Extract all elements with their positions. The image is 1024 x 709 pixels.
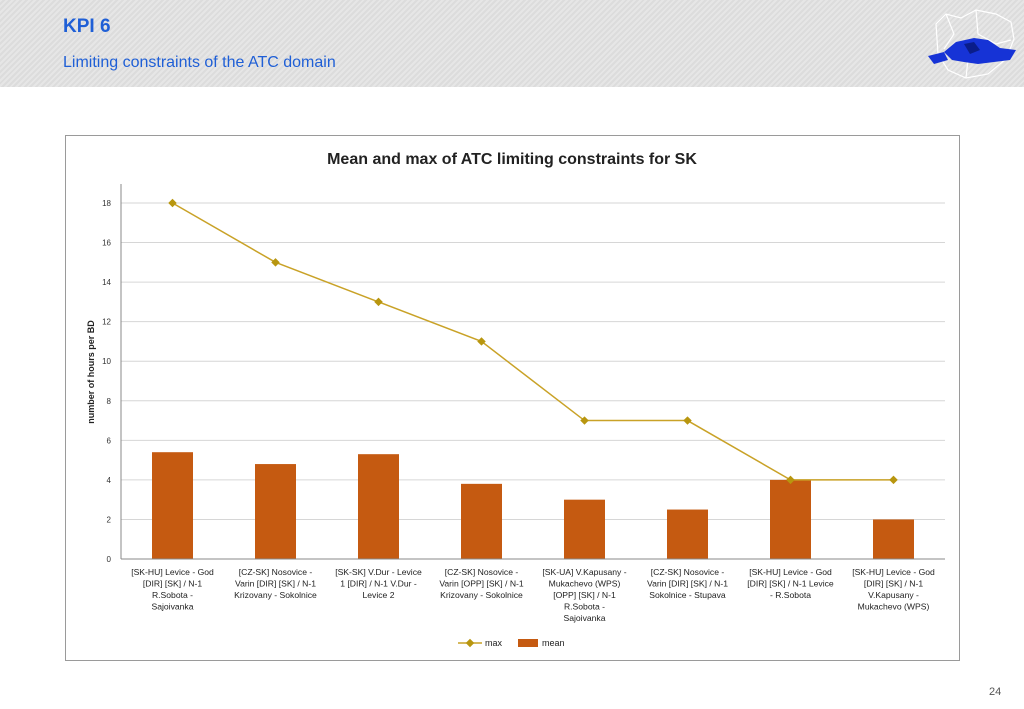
- max-point: [271, 258, 280, 267]
- chart-frame: Mean and max of ATC limiting constraints…: [65, 135, 960, 661]
- max-point: [168, 198, 177, 208]
- legend-max-marker: [465, 638, 475, 648]
- x-tick-label-line: Varin [DIR] [SK] / N-1: [647, 579, 728, 589]
- x-tick-label: [SK-SK] V.Dur - Levice 1 [DIR] / N-1 V.Du…: [335, 567, 422, 600]
- x-tick-label-line: [DIR] [SK] / N-1: [864, 579, 923, 589]
- page-title: KPI 6: [63, 16, 111, 37]
- x-tick-label-line: [OPP] [SK] / N-1: [553, 590, 616, 600]
- y-tick-label: 10: [102, 357, 111, 366]
- x-tick-label: [SK-UA] V.Kapusany - Mukachevo (WPS) [OPP]…: [542, 567, 626, 623]
- x-tick-label-line: 1 [DIR] / N-1 V.Dur -: [340, 579, 417, 589]
- x-tick-label-line: Sajoivanka: [563, 613, 605, 623]
- legend-mean-swatch: [518, 639, 538, 647]
- y-tick-label: 2: [107, 515, 112, 524]
- x-tick-label-line: [DIR] [SK] / N-1 Levice: [747, 579, 834, 589]
- x-tick-label-line: [SK-HU] Levice - God: [749, 567, 832, 577]
- slide-header: KPI 6 Limiting constraints of the ATC do…: [0, 0, 1024, 87]
- x-tick-label-line: Varin [OPP] [SK] / N-1: [439, 579, 524, 589]
- x-tick-label-line: R.Sobota -: [152, 590, 193, 600]
- max-point: [786, 475, 795, 485]
- x-tick-label: [CZ-SK] Nosovice - Varin [DIR] [SK] / N-1…: [647, 567, 728, 600]
- x-tick-label: [SK-HU] Levice - God [DIR] [SK] / N-1 R.So…: [131, 567, 214, 612]
- max-point: [580, 416, 589, 425]
- x-tick-label-line: R.Sobota -: [564, 602, 605, 612]
- x-tick-label-line: Mukachevo (WPS): [549, 579, 621, 589]
- x-tick-label-line: [SK-SK] V.Dur - Levice: [335, 567, 422, 577]
- x-tick-label: [SK-HU] Levice - God [DIR] [SK] / N-1 V.Ka…: [852, 567, 935, 612]
- x-tick-label-line: V.Kapusany -: [868, 590, 919, 600]
- mean-bar: [564, 499, 605, 559]
- x-tick-label-line: Sajoivanka: [151, 602, 193, 612]
- x-tick-label-line: [CZ-SK] Nosovice -: [239, 567, 313, 577]
- y-tick-label: 0: [107, 555, 112, 564]
- x-tick-label-line: Krizovany - Sokolnice: [440, 590, 523, 600]
- max-point: [683, 416, 692, 425]
- x-tick-label-line: Varin [DIR] [SK] / N-1: [235, 579, 316, 589]
- mean-bar: [358, 454, 399, 559]
- x-tick-label-line: [DIR] [SK] / N-1: [143, 579, 202, 589]
- europe-map-logo: [928, 9, 1016, 79]
- y-tick-label: 12: [102, 318, 111, 327]
- mean-bar: [461, 483, 502, 559]
- x-tick-label-line: [CZ-SK] Nosovice -: [445, 567, 519, 577]
- x-tick-label-line: [CZ-SK] Nosovice -: [651, 567, 725, 577]
- legend-mean-label: mean: [542, 638, 565, 648]
- mean-bar: [667, 509, 708, 559]
- y-tick-label: 8: [107, 397, 112, 406]
- max-point: [374, 297, 383, 307]
- x-tick-label-line: Levice 2: [362, 590, 394, 600]
- mean-bar: [152, 452, 193, 559]
- mean-bar: [770, 479, 811, 559]
- x-tick-label-line: Sokolnice - Stupava: [649, 590, 726, 600]
- mean-bar: [255, 464, 296, 559]
- x-tick-label-line: [SK-UA] V.Kapusany -: [542, 567, 626, 577]
- max-point: [477, 337, 486, 346]
- x-tick-label-line: - R.Sobota: [770, 590, 811, 600]
- mean-bar: [873, 519, 914, 559]
- max-series-line: [172, 202, 894, 481]
- y-axis-title: number of hours per BD: [86, 320, 96, 424]
- x-tick-label-line: [SK-HU] Levice - God: [852, 567, 935, 577]
- y-tick-label: 14: [102, 278, 111, 287]
- x-tick-label: [CZ-SK] Nosovice - Varin [DIR] [SK] / N-1…: [234, 567, 317, 600]
- y-tick-label: 18: [102, 199, 111, 208]
- page-subtitle: Limiting constraints of the ATC domain: [63, 54, 336, 71]
- legend-max-label: max: [485, 638, 503, 648]
- gridlines: [121, 202, 945, 520]
- x-tick-label-line: Krizovany - Sokolnice: [234, 590, 317, 600]
- y-axis-ticks: 0 2 4 6 8 10 12 14 16 18: [102, 199, 111, 564]
- x-tick-label: [CZ-SK] Nosovice - Varin [OPP] [SK] / N-1…: [439, 567, 524, 600]
- max-point: [889, 475, 898, 485]
- x-axis-labels: [SK-HU] Levice - God [DIR] [SK] / N-1 R.So…: [131, 567, 935, 623]
- x-tick-label: [SK-HU] Levice - God [DIR] [SK] / N-1 Lev…: [747, 567, 834, 600]
- x-tick-label-line: Mukachevo (WPS): [858, 602, 930, 612]
- chart-title: Mean and max of ATC limiting constraints…: [327, 151, 697, 168]
- mean-bars: [152, 452, 914, 559]
- max-line: [168, 198, 898, 485]
- y-tick-label: 16: [102, 239, 111, 248]
- y-tick-label: 6: [107, 436, 112, 445]
- chart-legend: max mean: [458, 638, 565, 648]
- x-tick-label-line: [SK-HU] Levice - God: [131, 567, 214, 577]
- page-number: 24: [989, 686, 1002, 698]
- atc-chart: Mean and max of ATC limiting constraints…: [86, 151, 945, 648]
- y-tick-label: 4: [107, 476, 112, 485]
